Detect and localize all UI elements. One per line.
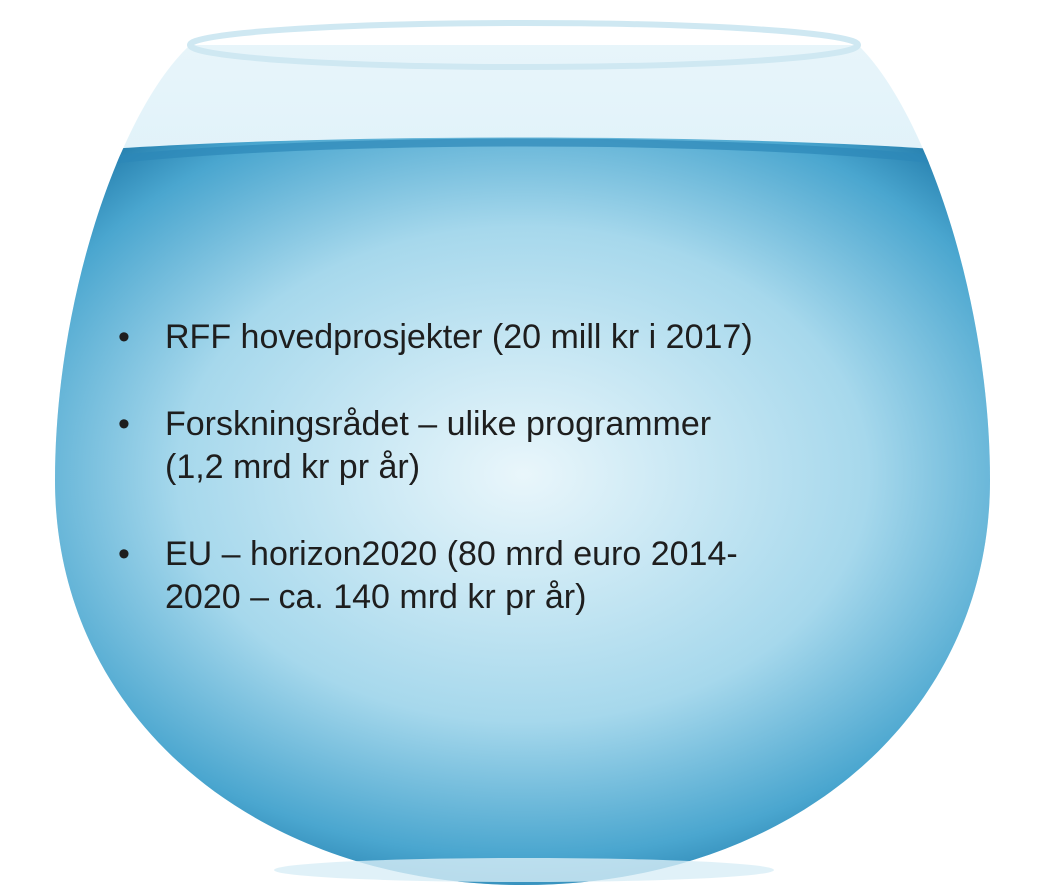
bullet-text: 2020 – ca. 140 mrd kr pr år) — [165, 576, 948, 619]
bullet-dot: • — [118, 316, 130, 359]
bullet-item: • EU – horizon2020 (80 mrd euro 2014-2020… — [118, 533, 948, 619]
bullet-item: • RFF hovedprosjekter (20 mill kr i 2017) — [118, 316, 948, 359]
slide: • RFF hovedprosjekter (20 mill kr i 2017)… — [0, 0, 1046, 886]
bullet-text: (1,2 mrd kr pr år) — [165, 446, 948, 489]
bullet-text: EU – horizon2020 (80 mrd euro 2014- — [165, 533, 948, 576]
bullet-item: • Forskningsrådet – ulike programmer(1,2 … — [118, 403, 948, 489]
bullet-dot: • — [118, 403, 130, 446]
bullet-dot: • — [118, 533, 130, 576]
bullet-text: RFF hovedprosjekter (20 mill kr i 2017) — [165, 316, 948, 359]
bullet-text: Forskningsrådet – ulike programmer — [165, 403, 948, 446]
bullet-list: • RFF hovedprosjekter (20 mill kr i 2017)… — [118, 316, 948, 663]
